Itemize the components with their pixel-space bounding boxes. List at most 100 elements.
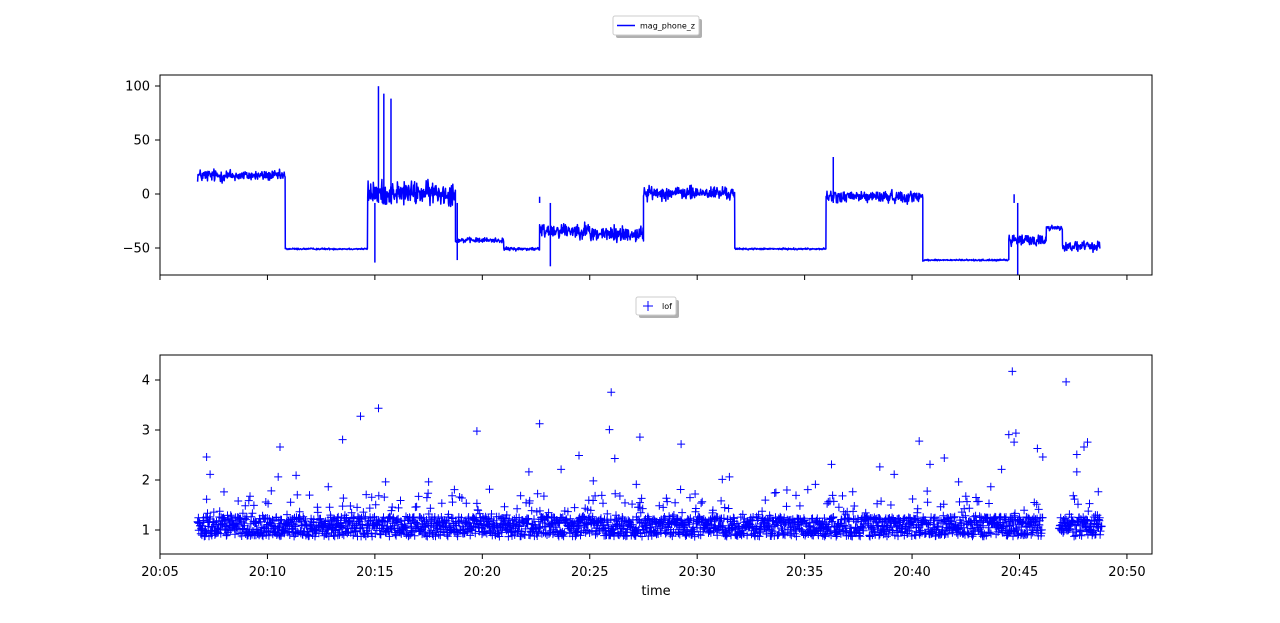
lof-point-outlier (485, 485, 494, 494)
lof-point (1034, 505, 1043, 514)
lof-point (606, 515, 615, 524)
bottom-xtick: 20:05 (141, 554, 179, 580)
lof-point (950, 513, 958, 522)
bottom-ytick: 3 (142, 424, 160, 439)
lof-point (457, 494, 466, 502)
lof-point (615, 492, 624, 500)
lof-point-outlier (356, 412, 365, 421)
lof-point-outlier (338, 435, 347, 444)
bottom-legend-box (635, 296, 677, 316)
lof-point (834, 503, 843, 512)
lof-point-outlier (557, 465, 566, 474)
lof-point (621, 532, 630, 541)
lof-point (699, 515, 708, 523)
lof-point (220, 515, 229, 524)
lof-point-outlier (811, 480, 820, 489)
lof-point (659, 503, 668, 512)
bottom-xtick-label: 20:25 (571, 565, 608, 580)
lof-point (443, 532, 452, 541)
lof-point (820, 532, 829, 541)
lof-point-outlier (632, 480, 641, 489)
lof-point (697, 499, 706, 508)
lof-point (797, 525, 806, 534)
lof-point (792, 532, 801, 541)
lof-point (1085, 499, 1094, 508)
lof-point (365, 504, 374, 513)
lof-point (833, 530, 841, 539)
bottom-y-axis: 4 3 2 1 (142, 374, 160, 539)
lof-point (554, 518, 563, 527)
bottom-xtick-label: 20:20 (464, 565, 501, 580)
lof-point (826, 526, 835, 535)
lof-point (782, 502, 791, 511)
lof-point-outlier (610, 454, 619, 463)
lof-point-outlier (589, 476, 598, 485)
lof-point (216, 529, 225, 538)
lof-point (249, 501, 258, 510)
lof-point (426, 504, 435, 513)
top-axes-frame (159, 74, 1153, 276)
lof-point (587, 527, 596, 536)
lof-point (771, 488, 780, 497)
lof-point (869, 523, 878, 532)
lof-point (1013, 526, 1021, 535)
lof-point-outlier (276, 443, 284, 451)
lof-point (934, 522, 943, 531)
lof-point (231, 530, 239, 539)
lof-point-outlier (292, 471, 301, 480)
lof-point (713, 531, 722, 540)
lof-point-outlier (1033, 444, 1042, 453)
lof-point (283, 510, 291, 519)
bottom-xtick: 20:35 (786, 554, 823, 580)
lof-point (662, 494, 671, 503)
lof-point (385, 532, 394, 541)
lof-point (414, 492, 423, 501)
lof-point (877, 497, 886, 506)
lof-point-outlier (677, 440, 686, 449)
lof-point (829, 497, 838, 506)
lof-point-outlier (202, 495, 211, 504)
lof-point (431, 532, 440, 541)
lof-point (923, 498, 932, 507)
lof-point (591, 491, 600, 500)
lof-point-outlier (607, 388, 616, 397)
lof-point (686, 514, 695, 523)
lof-point (611, 489, 620, 498)
lof-point (367, 493, 376, 502)
lof-point (350, 513, 358, 522)
bottom-xtick: 20:10 (249, 554, 286, 580)
lof-point (792, 491, 800, 500)
lof-point (586, 506, 595, 515)
bottom-ytick-label: 2 (142, 474, 150, 489)
lof-point (388, 503, 397, 512)
lof-point (1004, 517, 1013, 526)
lof-point (544, 508, 553, 517)
lof-point (313, 508, 322, 517)
lof-point (1095, 513, 1104, 522)
lof-point (368, 513, 377, 522)
lof-point (289, 520, 298, 529)
lof-point (820, 514, 829, 523)
lof-point (803, 485, 812, 494)
bottom-legend-label: lof (662, 302, 672, 311)
lof-point (842, 522, 850, 531)
lof-point (487, 510, 496, 518)
lof-point (248, 509, 257, 518)
top-legend-box (612, 15, 700, 36)
lof-point (220, 487, 228, 496)
lof-point (848, 487, 857, 496)
lof-point (472, 499, 481, 508)
lof-point (694, 530, 703, 539)
bottom-ytick: 4 (142, 374, 160, 389)
bottom-xtick: 20:45 (1001, 554, 1038, 580)
lof-point (286, 498, 295, 507)
lof-point (295, 507, 304, 516)
lof-point (743, 531, 752, 540)
lof-point (974, 497, 983, 506)
lof-point (329, 515, 338, 524)
lof-point (963, 528, 972, 537)
top-ytick-label: 100 (125, 80, 150, 95)
bottom-ytick-label: 3 (142, 424, 150, 439)
lof-point (1009, 532, 1017, 541)
